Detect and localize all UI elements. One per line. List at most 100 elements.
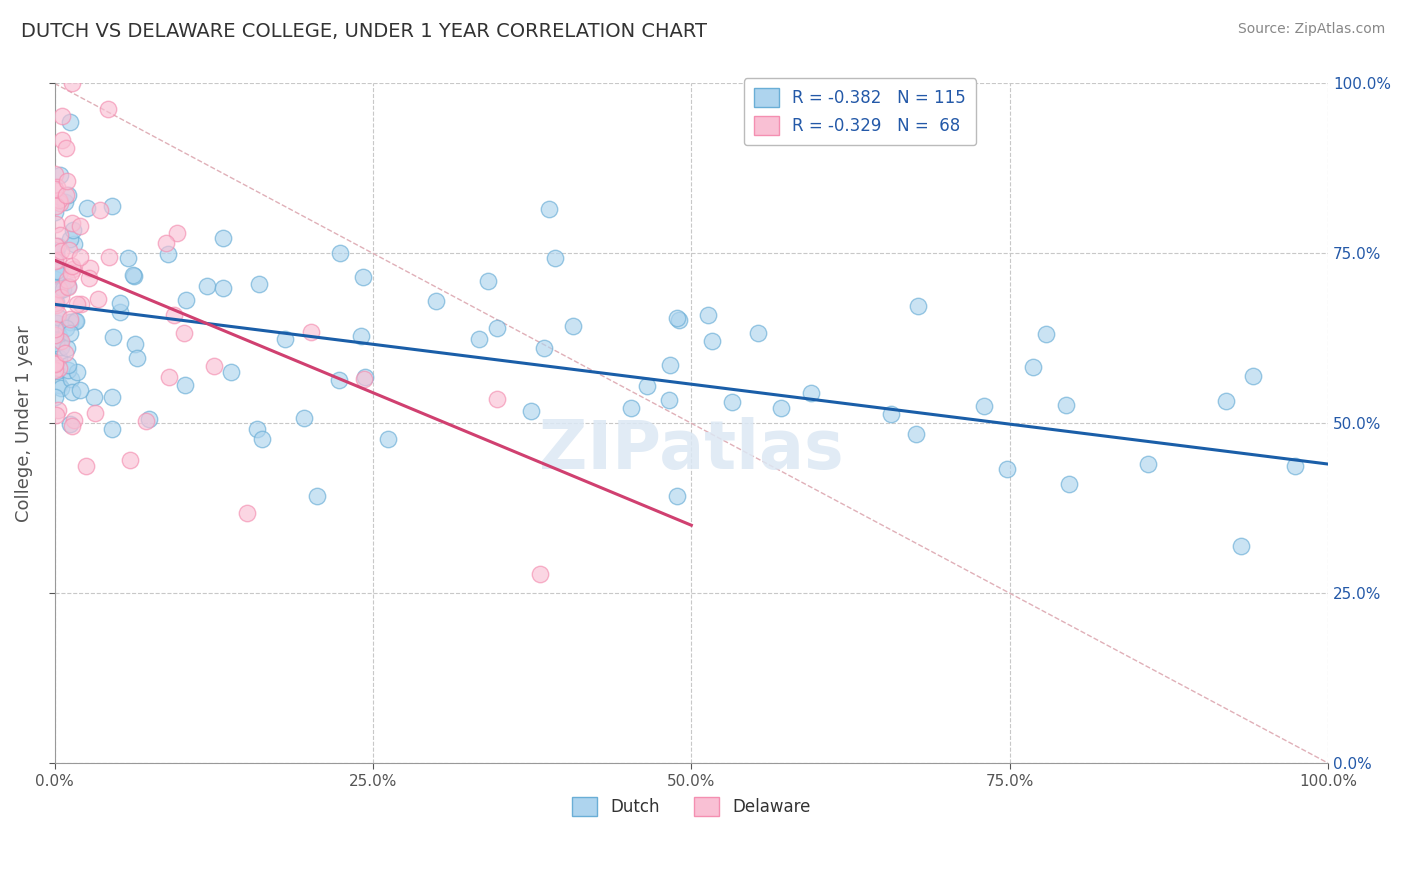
Point xyxy=(83,406,105,420)
Point xyxy=(44,358,66,372)
Point xyxy=(51,109,73,123)
Point xyxy=(520,404,543,418)
Point xyxy=(101,330,124,344)
Point xyxy=(212,231,235,245)
Point xyxy=(45,180,67,194)
Point xyxy=(696,308,718,322)
Point xyxy=(52,282,75,296)
Point xyxy=(485,321,508,335)
Point xyxy=(45,408,67,422)
Point xyxy=(1136,457,1159,471)
Point xyxy=(56,341,79,355)
Point xyxy=(59,372,82,386)
Point xyxy=(202,359,225,373)
Point xyxy=(1215,394,1237,409)
Point xyxy=(70,297,93,311)
Point xyxy=(166,227,188,241)
Point xyxy=(48,239,70,253)
Point xyxy=(60,266,83,280)
Point xyxy=(668,312,690,326)
Point xyxy=(1022,359,1045,374)
Point xyxy=(83,390,105,404)
Point xyxy=(108,296,131,310)
Point xyxy=(45,295,67,310)
Point xyxy=(55,141,77,155)
Point xyxy=(1229,540,1251,554)
Point xyxy=(49,169,72,183)
Point xyxy=(45,336,67,351)
Point xyxy=(60,419,83,434)
Point xyxy=(700,334,723,348)
Point xyxy=(292,410,315,425)
Point xyxy=(56,188,79,202)
Point xyxy=(138,412,160,426)
Point xyxy=(49,196,72,211)
Point xyxy=(122,269,145,284)
Point xyxy=(60,259,83,273)
Point xyxy=(46,253,69,268)
Point xyxy=(69,219,91,234)
Point xyxy=(75,459,97,474)
Point xyxy=(59,232,82,246)
Point xyxy=(53,194,76,209)
Point xyxy=(529,567,551,582)
Point xyxy=(56,273,79,287)
Point xyxy=(48,329,70,343)
Point xyxy=(156,247,179,261)
Point xyxy=(44,167,66,181)
Point xyxy=(44,250,66,264)
Point xyxy=(101,422,124,436)
Point xyxy=(46,364,69,378)
Point xyxy=(46,402,69,417)
Point xyxy=(58,243,80,257)
Point xyxy=(45,264,67,278)
Point xyxy=(658,393,681,408)
Point xyxy=(77,271,100,285)
Point xyxy=(44,327,66,342)
Point xyxy=(49,244,72,259)
Point xyxy=(44,356,66,370)
Point xyxy=(350,329,373,343)
Point xyxy=(236,506,259,520)
Point xyxy=(49,228,72,243)
Point xyxy=(377,432,399,446)
Point xyxy=(44,271,66,285)
Point xyxy=(48,360,70,375)
Point xyxy=(636,378,658,392)
Point xyxy=(352,269,374,284)
Point xyxy=(56,279,79,293)
Point xyxy=(59,312,82,326)
Point xyxy=(305,490,328,504)
Point xyxy=(44,390,66,404)
Point xyxy=(62,261,84,276)
Point xyxy=(49,334,72,348)
Point xyxy=(49,381,72,395)
Point xyxy=(49,283,72,297)
Point xyxy=(46,279,69,293)
Point xyxy=(44,322,66,336)
Point xyxy=(98,250,121,264)
Point xyxy=(53,346,76,360)
Point xyxy=(485,392,508,407)
Point xyxy=(45,246,67,260)
Point xyxy=(46,265,69,279)
Point xyxy=(45,199,67,213)
Point xyxy=(155,235,177,250)
Point xyxy=(87,292,110,306)
Point xyxy=(666,310,689,325)
Legend: Dutch, Delaware: Dutch, Delaware xyxy=(565,790,817,822)
Point xyxy=(60,384,83,399)
Point xyxy=(561,318,583,333)
Point xyxy=(212,281,235,295)
Point xyxy=(55,320,77,334)
Point xyxy=(659,359,682,373)
Point xyxy=(45,239,67,253)
Point xyxy=(108,305,131,319)
Point xyxy=(62,222,84,236)
Point xyxy=(69,383,91,397)
Point xyxy=(747,326,769,340)
Point xyxy=(157,370,180,384)
Point xyxy=(49,340,72,354)
Point xyxy=(56,174,79,188)
Point xyxy=(173,378,195,392)
